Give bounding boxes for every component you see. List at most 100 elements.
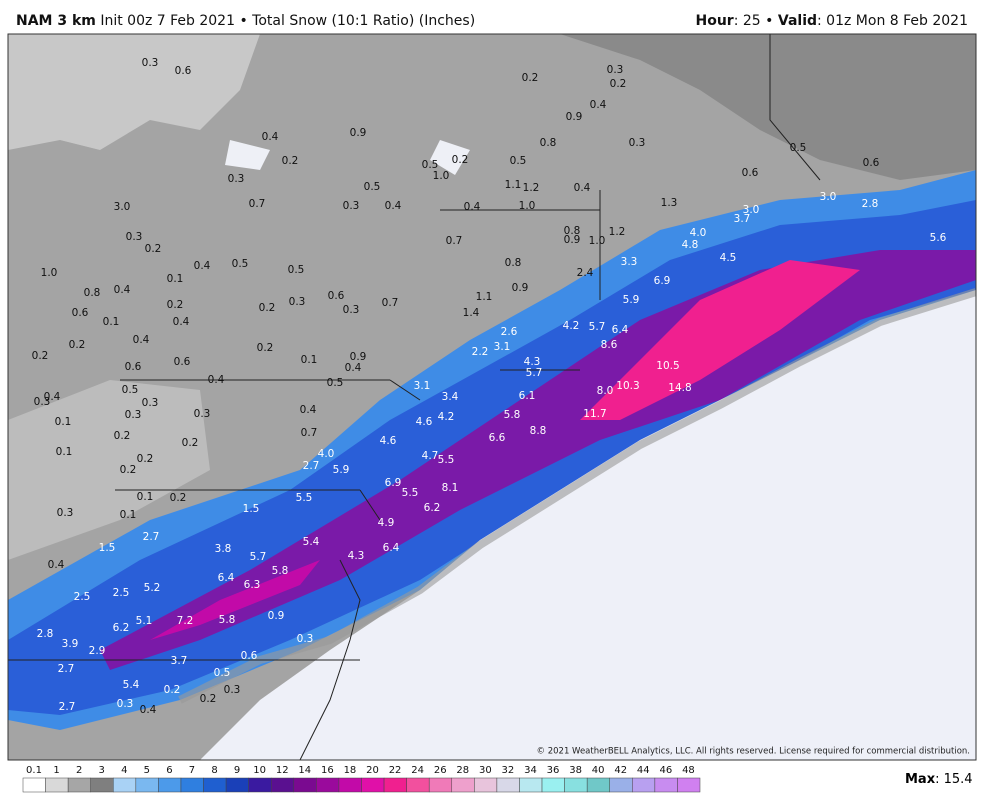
snow-amount-label: 10.3 (616, 380, 639, 392)
snow-amount-label: 3.0 (820, 191, 837, 203)
snow-amount-label: 0.7 (249, 198, 266, 210)
snow-amount-label: 3.7 (171, 655, 188, 667)
legend-swatch (361, 777, 385, 793)
snow-amount-label: 3.0 (114, 201, 131, 213)
snow-amount-label: 0.4 (574, 182, 591, 194)
legend-label: 7 (189, 765, 195, 776)
snow-amount-label: 0.4 (44, 391, 61, 403)
snow-amount-label: 4.7 (422, 450, 439, 462)
snow-amount-label: 8.8 (530, 425, 547, 437)
snow-amount-label: 1.2 (609, 226, 626, 238)
snow-amount-label: 0.7 (301, 427, 318, 439)
product: Total Snow (10:1 Ratio) (Inches) (251, 13, 475, 29)
legend-label: 46 (659, 765, 672, 776)
snow-amount-label: 3.3 (621, 256, 638, 268)
snow-amount-label: 0.5 (510, 155, 527, 167)
snow-amount-label: 0.3 (289, 296, 306, 308)
legend-label: 5 (144, 765, 150, 776)
legend-label: 9 (234, 765, 240, 776)
snow-amount-label: 0.2 (282, 155, 299, 167)
snow-amount-label: 0.2 (164, 684, 181, 696)
legend-swatch (158, 777, 182, 793)
snow-amount-label: 2.5 (113, 587, 130, 599)
snow-amount-label: 4.3 (524, 356, 541, 368)
legend-label: 28 (456, 765, 469, 776)
snow-amount-label: 0.2 (32, 350, 49, 362)
snow-amount-label: 0.3 (343, 304, 360, 316)
legend-swatch (474, 777, 498, 793)
snow-amount-label: 3.1 (494, 341, 511, 353)
snow-amount-label: 0.3 (142, 57, 159, 69)
snow-amount-label: 0.2 (182, 437, 199, 449)
legend-label: 26 (434, 765, 447, 776)
max-value: : 15.4 (935, 772, 972, 787)
max-label: Max (905, 772, 936, 787)
light-area (8, 34, 260, 150)
snow-amount-label: 1.0 (433, 170, 450, 182)
legend-label: 34 (524, 765, 537, 776)
snow-amount-label: 2.8 (862, 198, 879, 210)
ocean (200, 290, 976, 760)
snow-amount-label: 10.5 (656, 360, 679, 372)
snow-amount-label: 0.4 (133, 334, 150, 346)
legend-swatch (496, 777, 520, 793)
snow-amount-label: 2.5 (74, 591, 91, 603)
snow-amount-label: 5.8 (504, 409, 521, 421)
legend-swatch (428, 777, 453, 793)
snow-amount-label: 0.8 (540, 137, 557, 149)
legend-label: 16 (321, 765, 334, 776)
snow-amount-label: 6.4 (383, 542, 400, 554)
snow-amount-label: 0.6 (241, 650, 258, 662)
snow-amount-label: 8.1 (442, 482, 459, 494)
snow-amount-label: 14.8 (668, 382, 691, 394)
snow-amount-label: 0.9 (350, 351, 367, 363)
valid-label: Valid (778, 13, 817, 29)
snow-amount-label: 0.3 (607, 64, 624, 76)
snow-amount-label: 0.8 (84, 287, 101, 299)
snow-amount-label: 6.9 (385, 477, 402, 489)
snow-amount-label: 0.2 (610, 78, 627, 90)
no-snow-patch (225, 140, 470, 175)
snow-amount-label: 0.7 (446, 235, 463, 247)
legend-swatch (632, 777, 656, 793)
legend-swatch (519, 777, 543, 793)
legend-label: 3 (99, 765, 105, 776)
legend-label: 20 (366, 765, 379, 776)
snow-amount-label: 0.6 (742, 167, 759, 179)
snow-amount-label: 0.9 (566, 111, 583, 123)
snow-amount-label: 0.2 (170, 492, 187, 504)
legend-swatch (113, 777, 137, 793)
snow-amount-label: 1.2 (523, 182, 540, 194)
legend-swatch (225, 777, 249, 793)
snow-amount-label: 6.9 (654, 275, 671, 287)
legend-swatch (22, 777, 46, 793)
snow-amount-label: 6.1 (519, 390, 536, 402)
snow-amount-label: 3.9 (62, 638, 79, 650)
snow-amount-label: 0.3 (126, 231, 143, 243)
legend-label: 10 (253, 765, 266, 776)
snow-amount-label: 4.2 (563, 320, 580, 332)
legend-label: 38 (569, 765, 582, 776)
legend-swatch (180, 777, 204, 793)
snow-amount-label: 4.0 (318, 448, 335, 460)
legend-label: 2 (76, 765, 82, 776)
snow-amount-label: 5.5 (296, 492, 313, 504)
model: NAM 3 km (16, 13, 96, 29)
legend: 0.1 1 2 3 4 5 6 7 8 9 10 12 14 16 18 20 22 24 26 28 30 32 34 36… (22, 765, 701, 793)
snow-amount-label: 0.2 (259, 302, 276, 314)
snow-amount-label: 5.4 (303, 536, 320, 548)
snow-amount-label: 0.2 (120, 464, 137, 476)
legend-swatch (654, 777, 678, 793)
snow-amount-label: 1.1 (476, 291, 493, 303)
snow-amount-label: 0.6 (175, 65, 192, 77)
snow-amount-label: 4.3 (348, 550, 365, 562)
snow-amount-label: 0.4 (464, 201, 481, 213)
snow-amount-label: 0.3 (142, 397, 159, 409)
snow-amount-label: 5.7 (589, 321, 606, 333)
snow-amount-label: 2.7 (58, 663, 75, 675)
snow-amount-label: 1.0 (519, 200, 536, 212)
snow-amount-label: 0.3 (57, 507, 74, 519)
map-frame (7, 33, 977, 761)
snow-amount-label: 5.2 (144, 582, 161, 594)
